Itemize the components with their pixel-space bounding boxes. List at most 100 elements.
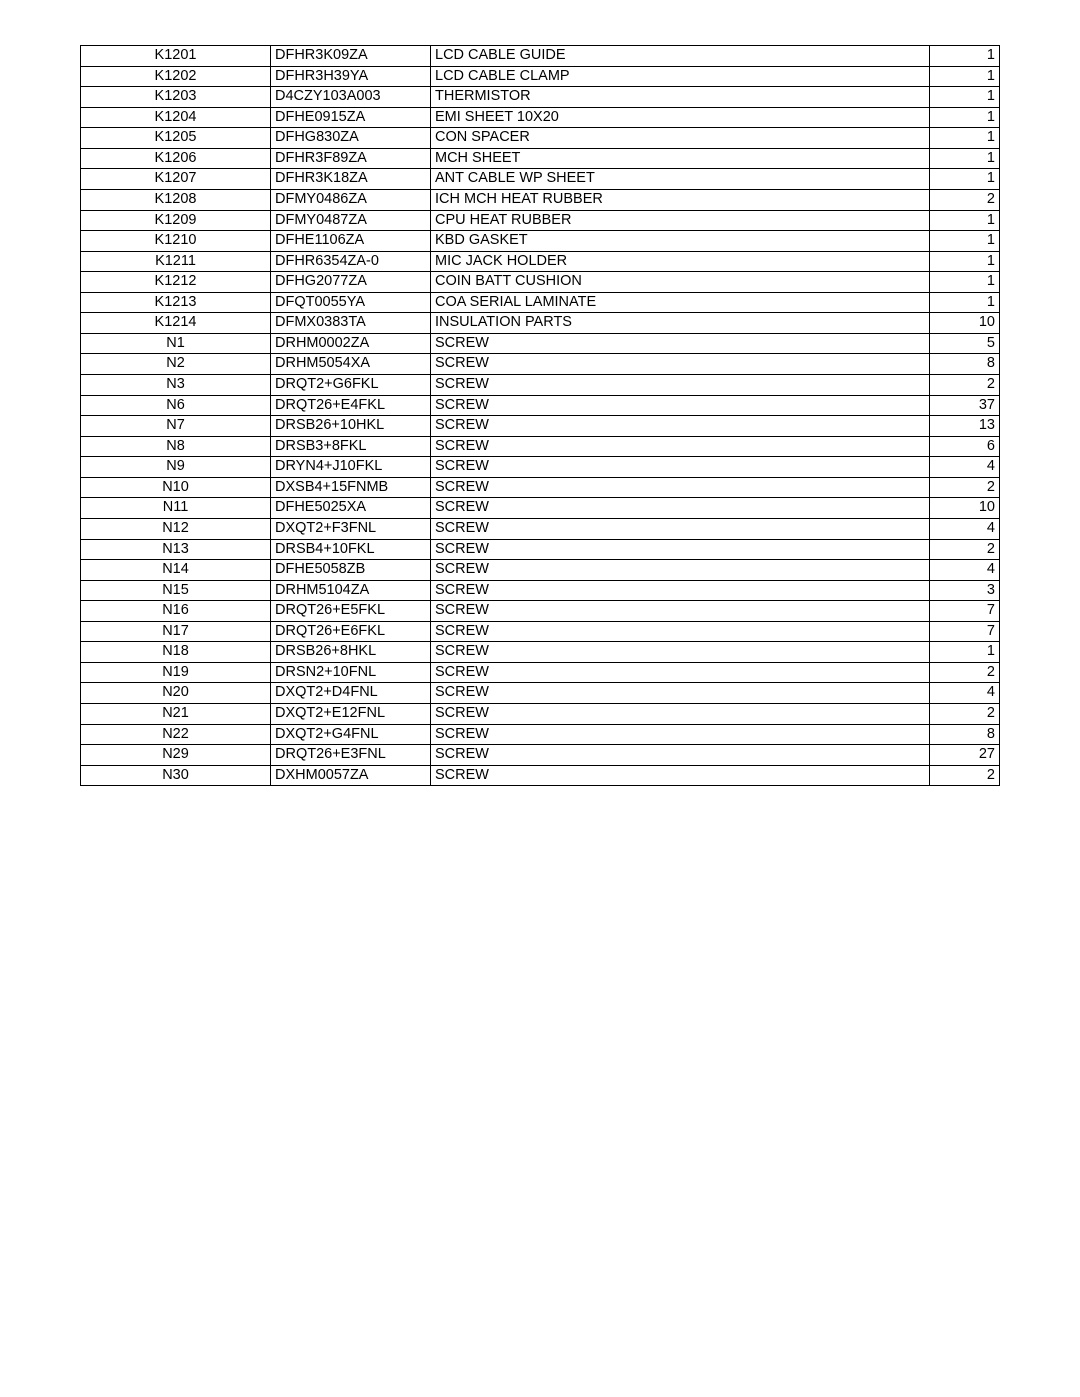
description-cell: EMI SHEET 10X20 xyxy=(431,107,930,128)
description-cell: SCREW xyxy=(431,765,930,786)
part-number-cell: DXQT2+E12FNL xyxy=(271,704,431,725)
reference-cell: N6 xyxy=(81,395,271,416)
reference-cell: N10 xyxy=(81,477,271,498)
quantity-cell: 2 xyxy=(930,765,1000,786)
table-row: K1209DFMY0487ZACPU HEAT RUBBER1 xyxy=(81,210,1000,231)
description-cell: SCREW xyxy=(431,354,930,375)
table-row: K1208DFMY0486ZAICH MCH HEAT RUBBER2 xyxy=(81,189,1000,210)
reference-cell: K1210 xyxy=(81,231,271,252)
table-row: N13DRSB4+10FKLSCREW2 xyxy=(81,539,1000,560)
table-row: K1203D4CZY103A003THERMISTOR1 xyxy=(81,87,1000,108)
table-row: N20DXQT2+D4FNLSCREW4 xyxy=(81,683,1000,704)
part-number-cell: DRYN4+J10FKL xyxy=(271,457,431,478)
part-number-cell: DRHM0002ZA xyxy=(271,333,431,354)
reference-cell: K1213 xyxy=(81,292,271,313)
reference-cell: K1214 xyxy=(81,313,271,334)
reference-cell: N15 xyxy=(81,580,271,601)
reference-cell: N1 xyxy=(81,333,271,354)
part-number-cell: D4CZY103A003 xyxy=(271,87,431,108)
description-cell: SCREW xyxy=(431,662,930,683)
quantity-cell: 1 xyxy=(930,66,1000,87)
quantity-cell: 13 xyxy=(930,416,1000,437)
quantity-cell: 1 xyxy=(930,642,1000,663)
reference-cell: N11 xyxy=(81,498,271,519)
quantity-cell: 1 xyxy=(930,251,1000,272)
part-number-cell: DXQT2+F3FNL xyxy=(271,518,431,539)
table-row: N6DRQT26+E4FKLSCREW37 xyxy=(81,395,1000,416)
table-row: N11DFHE5025XASCREW10 xyxy=(81,498,1000,519)
description-cell: SCREW xyxy=(431,745,930,766)
description-cell: SCREW xyxy=(431,416,930,437)
description-cell: SCREW xyxy=(431,601,930,622)
part-number-cell: DRHM5104ZA xyxy=(271,580,431,601)
description-cell: SCREW xyxy=(431,477,930,498)
description-cell: COIN BATT CUSHION xyxy=(431,272,930,293)
table-row: N18DRSB26+8HKLSCREW1 xyxy=(81,642,1000,663)
description-cell: INSULATION PARTS xyxy=(431,313,930,334)
quantity-cell: 3 xyxy=(930,580,1000,601)
table-row: N9DRYN4+J10FKLSCREW4 xyxy=(81,457,1000,478)
part-number-cell: DXSB4+15FNMB xyxy=(271,477,431,498)
quantity-cell: 4 xyxy=(930,683,1000,704)
description-cell: SCREW xyxy=(431,621,930,642)
table-row: N12DXQT2+F3FNLSCREW4 xyxy=(81,518,1000,539)
description-cell: SCREW xyxy=(431,580,930,601)
table-row: N19DRSN2+10FNLSCREW2 xyxy=(81,662,1000,683)
reference-cell: K1211 xyxy=(81,251,271,272)
reference-cell: N13 xyxy=(81,539,271,560)
part-number-cell: DFHG2077ZA xyxy=(271,272,431,293)
quantity-cell: 1 xyxy=(930,210,1000,231)
parts-table-body: K1201DFHR3K09ZALCD CABLE GUIDE1K1202DFHR… xyxy=(81,46,1000,786)
part-number-cell: DXQT2+G4FNL xyxy=(271,724,431,745)
quantity-cell: 4 xyxy=(930,560,1000,581)
table-row: N22DXQT2+G4FNLSCREW8 xyxy=(81,724,1000,745)
part-number-cell: DFHR3K09ZA xyxy=(271,46,431,67)
part-number-cell: DFHE5058ZB xyxy=(271,560,431,581)
part-number-cell: DFHE0915ZA xyxy=(271,107,431,128)
part-number-cell: DRQT26+E6FKL xyxy=(271,621,431,642)
description-cell: CON SPACER xyxy=(431,128,930,149)
description-cell: ICH MCH HEAT RUBBER xyxy=(431,189,930,210)
quantity-cell: 2 xyxy=(930,375,1000,396)
table-row: N15DRHM5104ZASCREW3 xyxy=(81,580,1000,601)
description-cell: SCREW xyxy=(431,333,930,354)
parts-list-table: K1201DFHR3K09ZALCD CABLE GUIDE1K1202DFHR… xyxy=(80,45,1000,786)
reference-cell: N12 xyxy=(81,518,271,539)
reference-cell: K1203 xyxy=(81,87,271,108)
part-number-cell: DFMY0487ZA xyxy=(271,210,431,231)
table-row: N2DRHM5054XASCREW8 xyxy=(81,354,1000,375)
table-row: K1212DFHG2077ZACOIN BATT CUSHION1 xyxy=(81,272,1000,293)
table-row: K1204DFHE0915ZAEMI SHEET 10X201 xyxy=(81,107,1000,128)
quantity-cell: 2 xyxy=(930,189,1000,210)
quantity-cell: 2 xyxy=(930,477,1000,498)
table-row: N14DFHE5058ZBSCREW4 xyxy=(81,560,1000,581)
part-number-cell: DRHM5054XA xyxy=(271,354,431,375)
reference-cell: N21 xyxy=(81,704,271,725)
quantity-cell: 1 xyxy=(930,272,1000,293)
reference-cell: K1208 xyxy=(81,189,271,210)
description-cell: SCREW xyxy=(431,683,930,704)
table-row: N21DXQT2+E12FNLSCREW2 xyxy=(81,704,1000,725)
quantity-cell: 1 xyxy=(930,292,1000,313)
reference-cell: N19 xyxy=(81,662,271,683)
quantity-cell: 6 xyxy=(930,436,1000,457)
table-row: N16DRQT26+E5FKLSCREW7 xyxy=(81,601,1000,622)
quantity-cell: 10 xyxy=(930,498,1000,519)
reference-cell: N7 xyxy=(81,416,271,437)
description-cell: SCREW xyxy=(431,704,930,725)
part-number-cell: DFHR6354ZA-0 xyxy=(271,251,431,272)
reference-cell: N29 xyxy=(81,745,271,766)
reference-cell: N30 xyxy=(81,765,271,786)
reference-cell: N2 xyxy=(81,354,271,375)
table-row: K1202DFHR3H39YALCD CABLE CLAMP1 xyxy=(81,66,1000,87)
reference-cell: K1204 xyxy=(81,107,271,128)
reference-cell: N8 xyxy=(81,436,271,457)
reference-cell: N14 xyxy=(81,560,271,581)
quantity-cell: 2 xyxy=(930,539,1000,560)
reference-cell: K1212 xyxy=(81,272,271,293)
description-cell: SCREW xyxy=(431,457,930,478)
reference-cell: N22 xyxy=(81,724,271,745)
description-cell: LCD CABLE CLAMP xyxy=(431,66,930,87)
part-number-cell: DFHE5025XA xyxy=(271,498,431,519)
part-number-cell: DFQT0055YA xyxy=(271,292,431,313)
